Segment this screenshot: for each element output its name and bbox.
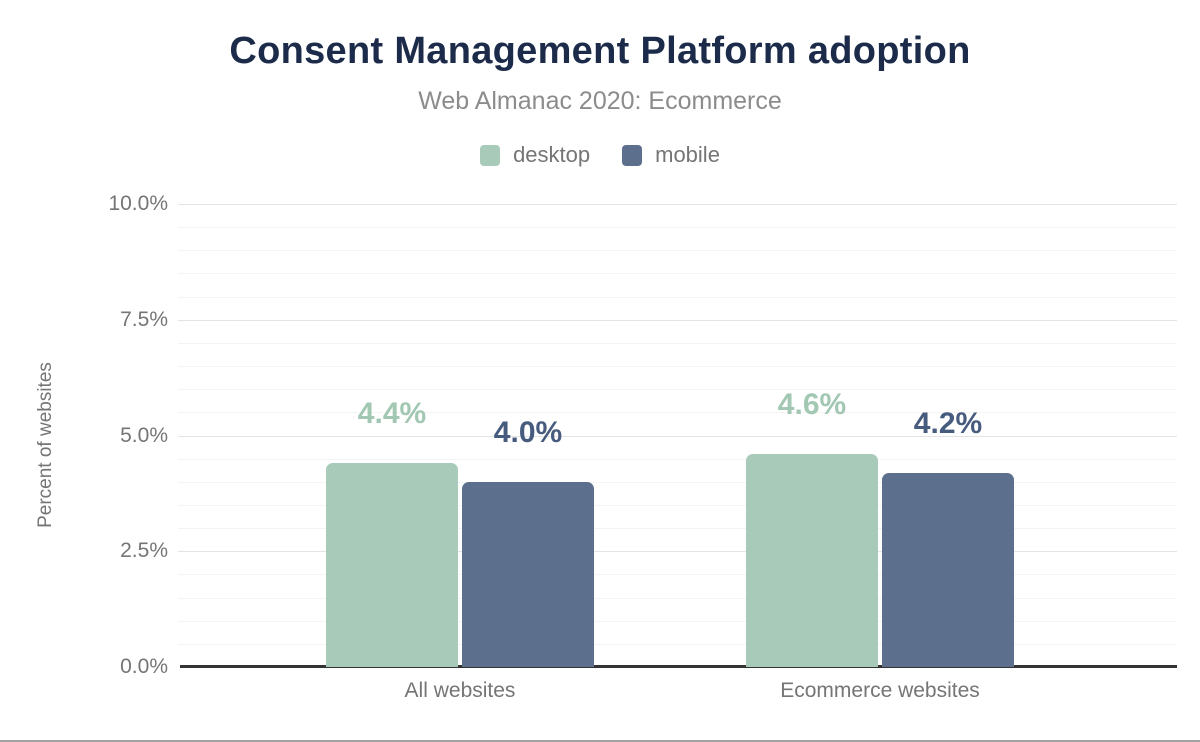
minor-gridline — [178, 389, 1177, 390]
x-category-label-ecommerce-websites: Ecommerce websites — [780, 679, 980, 702]
legend-label-mobile: mobile — [655, 142, 720, 167]
minor-gridline — [178, 366, 1177, 367]
bar-desktop-all-websites[interactable] — [326, 463, 458, 667]
minor-gridline — [178, 574, 1177, 575]
value-label-desktop-ecommerce-websites: 4.6% — [777, 388, 847, 421]
y-tick-label-0.0%: 0.0% — [120, 655, 168, 678]
minor-gridline — [178, 482, 1177, 483]
minor-gridline — [178, 598, 1177, 599]
x-axis-line — [180, 665, 1177, 668]
minor-gridline — [178, 644, 1177, 645]
bar-desktop-ecommerce-websites[interactable] — [746, 454, 878, 667]
value-label-mobile-ecommerce-websites: 4.2% — [913, 407, 983, 440]
minor-gridline — [178, 297, 1177, 298]
y-tick-label-10.0%: 10.0% — [108, 192, 168, 215]
major-gridline — [178, 320, 1177, 321]
minor-gridline — [178, 412, 1177, 413]
chart-title: Consent Management Platform adoption — [229, 30, 971, 72]
legend-item-desktop[interactable]: desktop — [480, 142, 590, 168]
bar-mobile-all-websites[interactable] — [462, 482, 594, 667]
value-label-desktop-all-websites: 4.4% — [357, 397, 427, 430]
minor-gridline — [178, 528, 1177, 529]
desktop-legend-swatch-icon — [480, 144, 501, 166]
bar-mobile-ecommerce-websites[interactable] — [882, 473, 1014, 667]
x-category-label-all-websites: All websites — [404, 679, 516, 702]
minor-gridline — [178, 505, 1177, 506]
minor-gridline — [178, 621, 1177, 622]
legend-label-desktop: desktop — [513, 142, 591, 167]
legend-item-mobile[interactable]: mobile — [622, 142, 720, 168]
minor-gridline — [178, 227, 1177, 228]
minor-gridline — [178, 459, 1177, 460]
legend: desktop mobile — [0, 142, 1200, 168]
major-gridline — [178, 436, 1177, 437]
y-tick-label-5.0%: 5.0% — [120, 424, 168, 447]
y-tick-label-7.5%: 7.5% — [120, 308, 168, 331]
minor-gridline — [178, 343, 1177, 344]
minor-gridline — [178, 273, 1177, 274]
major-gridline — [178, 204, 1177, 205]
chart-subtitle: Web Almanac 2020: Ecommerce — [418, 87, 782, 115]
minor-gridline — [178, 250, 1177, 251]
figure-bottom-border — [0, 740, 1200, 742]
value-label-mobile-all-websites: 4.0% — [493, 416, 563, 449]
mobile-legend-swatch-icon — [622, 144, 643, 166]
major-gridline — [178, 551, 1177, 552]
y-tick-label-2.5%: 2.5% — [120, 539, 168, 562]
